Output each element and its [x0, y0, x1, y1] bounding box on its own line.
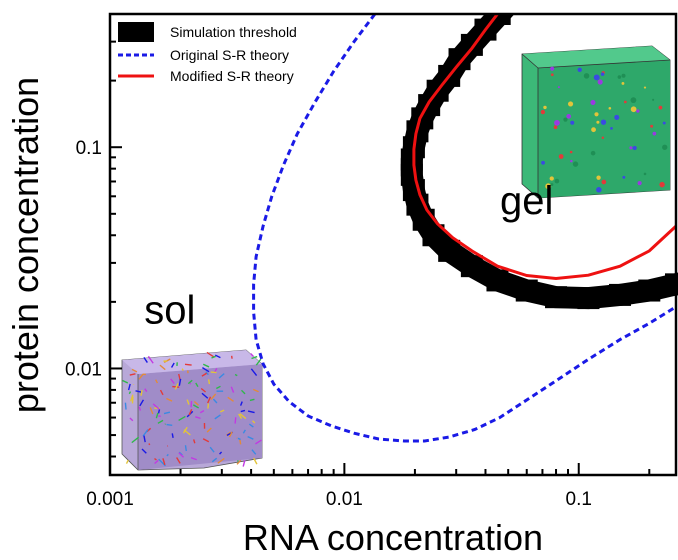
gel-speck — [622, 74, 626, 78]
gel-speck — [614, 115, 619, 120]
gel-speck — [554, 120, 560, 126]
gel-speck — [584, 73, 590, 79]
gel-speck — [596, 187, 602, 193]
gel-speck — [568, 101, 573, 106]
sol-speck — [209, 379, 210, 384]
x-tick-label: 0.1 — [566, 489, 592, 510]
gel-speck — [609, 107, 612, 110]
gel-speck — [652, 99, 654, 101]
legend-label-original: Original S-R theory — [170, 47, 289, 63]
y-axis-label: protein concentration — [5, 77, 46, 413]
simulation-point — [577, 287, 599, 309]
sol-speck — [172, 433, 173, 437]
sol-speck — [141, 390, 142, 396]
sol-speck — [235, 417, 236, 423]
gel-speck — [566, 114, 571, 119]
x-tick-label: 0.001 — [86, 489, 134, 510]
simulation-point — [438, 240, 460, 262]
gel-speck — [644, 87, 646, 89]
gel-speck — [631, 97, 637, 103]
sol-speck — [167, 425, 173, 426]
gel-speck — [629, 146, 632, 149]
sol-speck — [127, 460, 129, 464]
gel-speck — [633, 146, 637, 150]
gel-speck — [577, 68, 581, 72]
gel-speck — [570, 151, 573, 154]
sol-speck — [125, 403, 126, 410]
simulation-point — [516, 280, 538, 302]
gel-speck — [631, 106, 637, 112]
gel-speck — [601, 119, 606, 124]
gel-speck — [622, 82, 625, 85]
sol-speck — [185, 445, 186, 451]
gel-speck — [618, 75, 622, 79]
gel-speck — [624, 101, 627, 104]
gel-speck — [559, 154, 564, 159]
gel-speck — [659, 106, 663, 110]
legend-swatch-simulation — [118, 22, 154, 42]
gel-speck — [610, 127, 613, 130]
sol-speck — [158, 416, 160, 417]
sol-simulation-inset — [122, 350, 262, 470]
sol-speck — [149, 444, 150, 445]
gel-region-label: gel — [500, 179, 553, 223]
gel-speck — [591, 127, 596, 132]
gel-speck — [659, 182, 664, 187]
gel-speck — [638, 181, 642, 185]
gel-speck — [662, 145, 667, 150]
gel-speck — [543, 106, 546, 109]
gel-speck — [596, 121, 599, 124]
simulation-point — [545, 286, 567, 308]
gel-speck — [636, 109, 639, 112]
legend-label-modified: Modified S-R theory — [170, 68, 294, 84]
legend: Simulation threshold Original S-R theory… — [118, 22, 297, 84]
gel-speck — [622, 176, 625, 179]
gel-speck — [570, 160, 573, 163]
gel-speck — [644, 173, 647, 176]
gel-speck — [650, 125, 653, 128]
gel-speck — [601, 72, 604, 75]
sol-region-label: sol — [144, 288, 195, 332]
gel-speck — [541, 161, 545, 165]
sol-speck — [208, 403, 209, 408]
gel-speck — [591, 151, 596, 156]
gel-speck — [555, 179, 560, 184]
gel-speck — [596, 175, 600, 179]
gel-speck — [594, 74, 600, 80]
legend-label-simulation: Simulation threshold — [170, 24, 297, 40]
sol-speck — [182, 369, 183, 371]
gel-speck — [590, 100, 595, 105]
y-tick-label: 0.01 — [65, 359, 102, 380]
gel-speck — [570, 121, 574, 125]
gel-speck — [653, 132, 657, 136]
simulation-point — [609, 284, 631, 306]
x-axis-label: RNA concentration — [243, 517, 543, 555]
gel-speck — [554, 125, 558, 129]
gel-speck — [598, 79, 603, 84]
sol-speck — [185, 364, 192, 365]
simulation-point — [486, 269, 508, 291]
x-tick-label: 0.01 — [326, 489, 363, 510]
gel-speck — [602, 180, 607, 185]
gel-speck — [550, 67, 554, 71]
gel-speck — [563, 118, 567, 122]
simulation-point — [461, 255, 483, 277]
y-tick-label: 0.1 — [76, 138, 102, 159]
gel-speck — [541, 110, 545, 114]
gel-speck — [602, 137, 604, 139]
simulation-point — [638, 280, 660, 302]
gel-speck — [551, 73, 554, 76]
gel-speck — [594, 112, 598, 116]
gel-speck — [573, 161, 578, 166]
sol-speck — [159, 409, 160, 413]
gel-speck — [663, 122, 666, 125]
gel-simulation-inset — [522, 46, 670, 198]
gel-speck — [558, 86, 560, 88]
